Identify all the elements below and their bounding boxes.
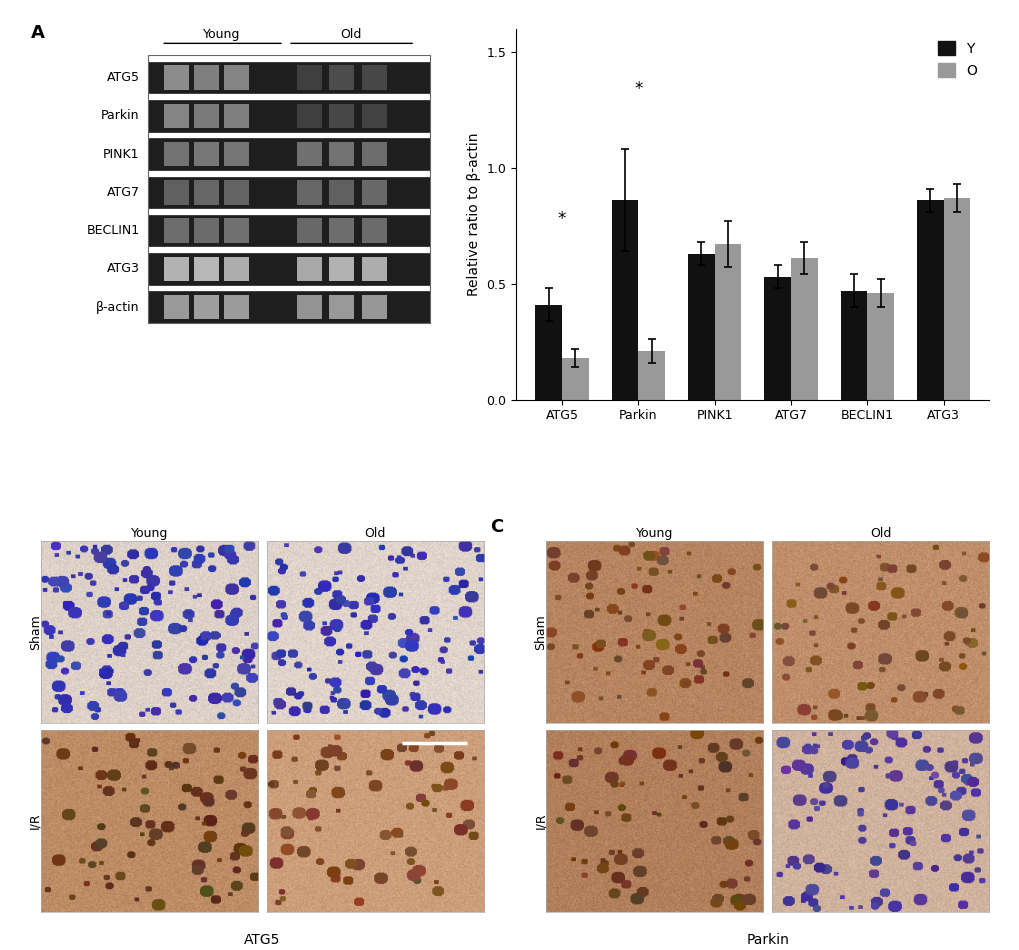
Bar (866, 293, 893, 400)
FancyBboxPatch shape (194, 142, 219, 166)
FancyBboxPatch shape (148, 177, 430, 208)
FancyBboxPatch shape (329, 180, 354, 204)
Text: BECLIN1: BECLIN1 (87, 224, 140, 238)
Text: ATG3: ATG3 (107, 262, 140, 276)
Title: Old: Old (365, 526, 386, 540)
FancyBboxPatch shape (329, 294, 354, 319)
FancyBboxPatch shape (329, 256, 354, 281)
Text: PINK1: PINK1 (103, 147, 140, 161)
Bar (840, 291, 866, 400)
Text: *: * (557, 210, 566, 228)
FancyBboxPatch shape (148, 215, 430, 246)
Text: ATG5: ATG5 (244, 933, 280, 947)
Text: ATG5: ATG5 (107, 71, 140, 85)
Y-axis label: Sham: Sham (534, 614, 546, 650)
FancyBboxPatch shape (329, 66, 354, 90)
FancyBboxPatch shape (164, 104, 189, 128)
FancyBboxPatch shape (362, 66, 386, 90)
FancyBboxPatch shape (362, 294, 386, 319)
FancyBboxPatch shape (164, 294, 189, 319)
Text: β-actin: β-actin (96, 300, 140, 314)
Text: Young: Young (203, 28, 239, 42)
Bar (943, 198, 969, 400)
FancyBboxPatch shape (297, 66, 322, 90)
Bar (790, 258, 817, 400)
Y-axis label: Sham: Sham (29, 614, 42, 650)
Title: Young: Young (636, 526, 673, 540)
Text: ATG7: ATG7 (107, 186, 140, 199)
Text: Parkin: Parkin (101, 109, 140, 123)
FancyBboxPatch shape (224, 294, 249, 319)
Y-axis label: I/R: I/R (534, 812, 546, 829)
Text: *: * (634, 80, 642, 98)
Bar (916, 200, 943, 400)
FancyBboxPatch shape (329, 218, 354, 243)
FancyBboxPatch shape (297, 142, 322, 166)
FancyBboxPatch shape (194, 294, 219, 319)
Bar (714, 244, 741, 400)
FancyBboxPatch shape (148, 100, 430, 132)
FancyBboxPatch shape (194, 66, 219, 90)
FancyBboxPatch shape (194, 104, 219, 128)
FancyBboxPatch shape (362, 180, 386, 204)
FancyBboxPatch shape (224, 256, 249, 281)
FancyBboxPatch shape (224, 218, 249, 243)
FancyBboxPatch shape (224, 66, 249, 90)
FancyBboxPatch shape (164, 256, 189, 281)
FancyBboxPatch shape (148, 139, 430, 170)
Bar (535, 305, 561, 400)
FancyBboxPatch shape (224, 104, 249, 128)
Text: Parkin: Parkin (746, 933, 789, 947)
Bar (638, 351, 664, 400)
FancyBboxPatch shape (362, 256, 386, 281)
FancyBboxPatch shape (164, 218, 189, 243)
FancyBboxPatch shape (297, 104, 322, 128)
FancyBboxPatch shape (148, 62, 430, 93)
FancyBboxPatch shape (164, 142, 189, 166)
FancyBboxPatch shape (297, 180, 322, 204)
FancyBboxPatch shape (297, 256, 322, 281)
FancyBboxPatch shape (164, 66, 189, 90)
Bar (687, 254, 714, 400)
Bar (611, 200, 638, 400)
Text: Old: Old (339, 28, 361, 42)
FancyBboxPatch shape (164, 180, 189, 204)
Bar (763, 276, 790, 400)
Y-axis label: Relative ratio to β-actin: Relative ratio to β-actin (467, 132, 480, 295)
Text: C: C (489, 518, 502, 536)
FancyBboxPatch shape (297, 218, 322, 243)
FancyBboxPatch shape (148, 292, 430, 323)
FancyBboxPatch shape (329, 142, 354, 166)
FancyBboxPatch shape (362, 218, 386, 243)
Y-axis label: I/R: I/R (29, 812, 42, 829)
FancyBboxPatch shape (329, 104, 354, 128)
FancyBboxPatch shape (297, 294, 322, 319)
Bar (561, 358, 588, 400)
FancyBboxPatch shape (194, 218, 219, 243)
FancyBboxPatch shape (194, 180, 219, 204)
FancyBboxPatch shape (362, 104, 386, 128)
FancyBboxPatch shape (194, 256, 219, 281)
Text: A: A (31, 24, 45, 42)
FancyBboxPatch shape (362, 142, 386, 166)
Title: Old: Old (869, 526, 891, 540)
FancyBboxPatch shape (148, 253, 430, 285)
FancyBboxPatch shape (224, 180, 249, 204)
Legend: Y, O: Y, O (931, 35, 981, 83)
FancyBboxPatch shape (224, 142, 249, 166)
Title: Young: Young (130, 526, 168, 540)
